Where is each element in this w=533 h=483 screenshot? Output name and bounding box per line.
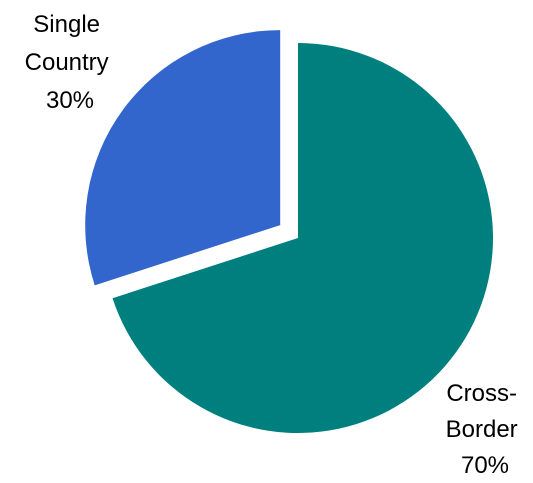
slice-label-cross-border: Cross- Border 70% <box>446 380 525 479</box>
pie-slice-cross-border <box>112 43 493 433</box>
pie-slices <box>85 30 493 433</box>
pie-slice-single-country <box>85 30 281 286</box>
slice-label-single-country: Single Country 30% <box>25 11 116 114</box>
